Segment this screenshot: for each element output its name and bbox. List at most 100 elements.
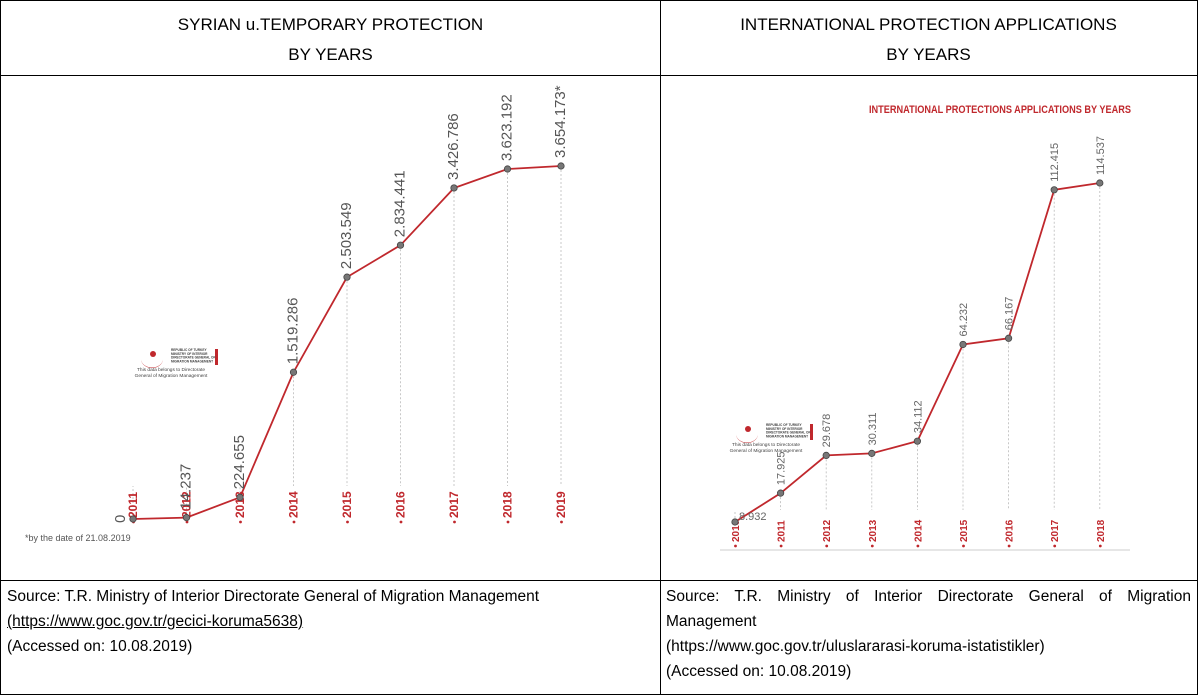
data-point <box>343 273 351 281</box>
value-label: 0 <box>112 515 129 523</box>
logo-text: This data belongs to Directorate <box>137 367 205 373</box>
data-point <box>1050 186 1058 194</box>
source-link[interactable]: (https://www.goc.gov.tr/uluslararasi-kor… <box>666 638 1045 655</box>
logo-text: General of Migration Management <box>730 448 803 454</box>
value-label: 30.311 <box>867 413 879 446</box>
logo-text: REPUBLIC OF TURKEY <box>766 423 802 427</box>
footnote: *by the date of 21.08.2019 <box>25 533 131 543</box>
data-point <box>557 162 565 170</box>
year-dot <box>779 544 783 548</box>
year-label: 2013 <box>868 519 879 542</box>
value-label: 2.834.441 <box>392 170 409 237</box>
year-dot <box>239 520 242 524</box>
data-point <box>182 514 191 522</box>
year-label: 2018 <box>501 491 515 518</box>
year-dot <box>346 520 349 524</box>
value-label: 66.167 <box>1004 297 1016 331</box>
source-text: Source: T.R. Ministry of Interior Direct… <box>666 588 1191 630</box>
source-accessed: (Accessed on: 10.08.2019) <box>7 638 193 655</box>
data-point <box>731 518 739 526</box>
data-point <box>777 489 785 497</box>
chart: 2011 2012 2013 2014 2015 2016 2017 2018 2019014.… <box>25 85 569 543</box>
logo-text: MINISTRY OF INTERIOR <box>766 427 803 431</box>
source-accessed: (Accessed on: 10.08.2019) <box>666 663 852 680</box>
value-label: 14.237 <box>178 464 195 510</box>
value-label: 17.925 <box>776 451 788 485</box>
data-point <box>289 368 298 376</box>
year-dot <box>560 520 563 524</box>
data-point <box>236 493 244 501</box>
header-line: INTERNATIONAL PROTECTION APPLICATIONS <box>740 15 1117 34</box>
year-dot <box>453 520 456 524</box>
year-dot <box>916 544 920 548</box>
value-label: 64.232 <box>958 303 970 337</box>
year-label: 2010 <box>731 519 742 542</box>
year-label: 2016 <box>394 491 408 518</box>
logo-bar <box>215 349 218 365</box>
logo-text: This data belongs to Directorate <box>732 442 800 448</box>
header-cell: INTERNATIONAL PROTECTION APPLICATIONS BY… <box>660 0 1198 76</box>
year-label: 2011 <box>126 492 140 518</box>
value-label: 3.654.173* <box>552 85 569 158</box>
data-point <box>450 184 458 192</box>
value-label: 112.415 <box>1049 143 1061 182</box>
year-label: 2016 <box>1005 519 1016 542</box>
logo-text: MINISTRY OF INTERIOR <box>171 352 208 356</box>
chart-title: INTERNATIONAL PROTECTIONS APPLICATIONS B… <box>869 104 1131 116</box>
header-line: BY YEARS <box>886 45 971 64</box>
year-dot <box>506 520 510 524</box>
year-label: 2015 <box>959 519 970 542</box>
year-dot <box>1053 544 1057 548</box>
source-cell: Source: T.R. Ministry of Interior Direct… <box>660 580 1198 695</box>
year-dot <box>962 544 965 548</box>
year-dot <box>399 520 403 524</box>
logo-crescent <box>141 359 163 368</box>
chart: INTERNATIONAL PROTECTIONS APPLICATIONS B… <box>720 104 1131 551</box>
year-dot <box>1007 544 1011 548</box>
logo-dot <box>150 351 156 357</box>
year-dot <box>734 544 737 548</box>
logo-text: MIGRATION MANAGEMENT <box>766 434 808 438</box>
logo-text: DIRECTORATE GENERAL OF <box>171 356 216 360</box>
logo-dot <box>745 426 751 432</box>
header-line: BY YEARS <box>288 45 373 64</box>
year-label: 2015 <box>340 491 354 518</box>
value-label: 2.503.549 <box>338 202 355 269</box>
year-label: 2012 <box>822 519 833 542</box>
year-dot <box>1098 544 1102 548</box>
year-label: 2012 <box>180 491 194 518</box>
data-point <box>868 449 876 457</box>
source-text: Source: T.R. Ministry of Interior Direct… <box>7 588 540 605</box>
logo-text: DIRECTORATE GENERAL OF <box>766 431 811 435</box>
data-point <box>822 451 830 460</box>
chart-cell: 2011 2012 2013 2014 2015 2016 2017 2018 2019 0 14.… <box>0 75 661 581</box>
value-label: 34.112 <box>912 400 924 433</box>
header-line: SYRIAN u.TEMPORARY PROTECTION <box>177 15 484 34</box>
value-label: 3.426.786 <box>445 113 462 180</box>
year-dot <box>292 520 296 524</box>
year-dot <box>825 544 829 548</box>
logo-crescent <box>736 434 758 443</box>
data-point <box>1096 179 1104 187</box>
data-point <box>913 437 921 445</box>
data-point <box>959 340 967 349</box>
value-label: 224.655 <box>231 435 248 489</box>
source-cell: Source: T.R. Ministry of Interior Direct… <box>0 580 661 695</box>
logo-text: REPUBLIC OF TURKEY <box>171 348 207 352</box>
year-label: 2017 <box>1050 519 1061 542</box>
year-label: 2018 <box>1096 519 1107 542</box>
value-label: 114.537 <box>1095 136 1107 175</box>
source-link[interactable]: (https://www.goc.gov.tr/gecici-koruma563… <box>7 613 304 630</box>
data-point <box>396 241 405 249</box>
year-label: 2019 <box>554 491 568 518</box>
header-cell: SYRIAN u.TEMPORARY PROTECTION BY YEARS <box>0 0 661 76</box>
year-label: 2014 <box>287 491 301 518</box>
value-label: 1.519.286 <box>285 297 302 364</box>
logo-text: MIGRATION MANAGEMENT <box>171 359 213 363</box>
value-label: 8.932 <box>739 511 767 523</box>
year-label: 2017 <box>447 491 461 518</box>
value-label: 29.678 <box>821 414 833 448</box>
year-label: 2011 <box>777 520 788 542</box>
chart-cell: INTERNATIONAL PROTECTIONS APPLICATIONS B… <box>660 75 1198 581</box>
